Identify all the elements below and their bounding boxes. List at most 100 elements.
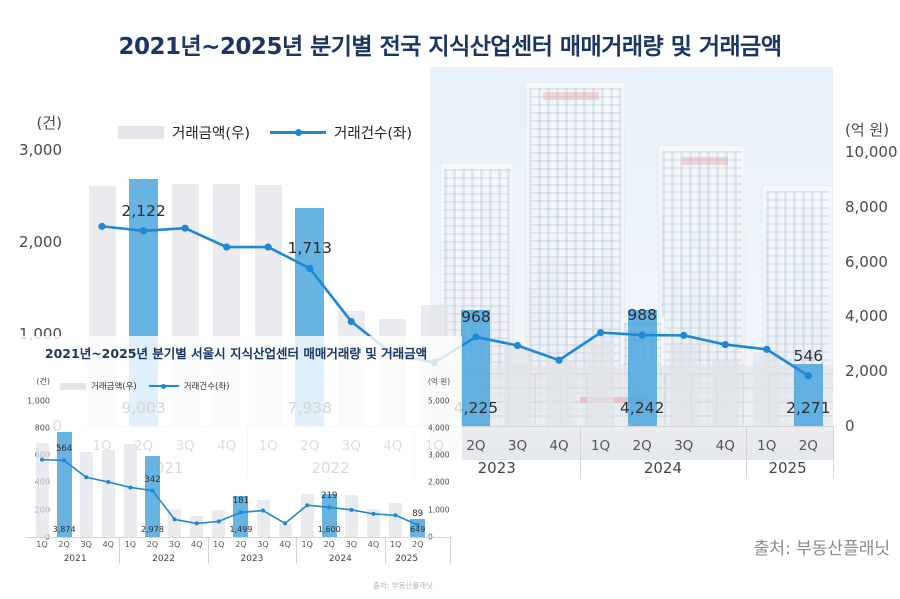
year-label: 2025 xyxy=(768,459,807,477)
bar-value-label: 649 xyxy=(410,525,426,534)
y-axis-left-title: (건) xyxy=(36,377,50,386)
line-swatch xyxy=(270,126,327,139)
line-value-label: 968 xyxy=(461,307,491,326)
x-axis-tick: 1Q xyxy=(757,438,777,454)
count-point xyxy=(721,340,729,349)
x-axis-tick: 2Q xyxy=(323,540,335,549)
x-axis-tick: 2Q xyxy=(58,540,70,549)
source-note: 출처: 부동산플래닛 xyxy=(753,539,890,559)
legend-item-count: 거래건수(좌) xyxy=(270,122,412,143)
bar xyxy=(101,450,115,537)
x-axis-tick: 3Q xyxy=(507,438,528,454)
line-swatch xyxy=(148,383,179,390)
y-axis-right-tick: 6,000 xyxy=(845,252,888,271)
legend-label-count: 거래건수(좌) xyxy=(334,126,413,142)
y-axis-right-tick: 2,000 xyxy=(845,362,888,381)
bar-value-label: 1,499 xyxy=(229,525,253,534)
line-value-label: 219 xyxy=(321,491,338,502)
bar-value-label: 3,874 xyxy=(52,525,76,534)
bar-swatch xyxy=(118,126,164,139)
rooftop-sign xyxy=(543,92,599,100)
bar xyxy=(545,359,573,426)
axis-end-cap xyxy=(450,537,451,564)
legend-label-amount: 거래금액(우) xyxy=(172,126,251,142)
legend-item-count: 거래건수(좌) xyxy=(148,380,230,392)
y-axis-right-tick: 3,000 xyxy=(428,450,450,460)
inset-title: 2021년~2025년 분기별 서울시 지식산업센터 매매거래량 및 거래금액 xyxy=(44,346,428,361)
bar xyxy=(278,523,292,537)
x-axis-tick: 1Q xyxy=(301,540,313,549)
bar-value-label: 1,600 xyxy=(317,525,341,534)
bar xyxy=(35,442,49,537)
line-value-label: 546 xyxy=(793,346,824,365)
y-axis-right-tick: 0 xyxy=(845,417,855,435)
year-separator xyxy=(384,537,386,564)
y-axis-right-tick: 10,000 xyxy=(845,143,898,161)
x-axis-tick: 1Q xyxy=(36,540,48,549)
line-value-label: 2,122 xyxy=(121,201,166,220)
x-axis-tick: 3Q xyxy=(674,438,694,454)
year-separator xyxy=(746,426,748,478)
y-axis-right-tick: 8,000 xyxy=(845,197,888,216)
x-axis-tick: 1Q xyxy=(213,540,225,549)
y-axis-left-tick: 800 xyxy=(34,423,50,433)
count-point xyxy=(680,331,688,339)
legend-label-count: 거래건수(좌) xyxy=(183,382,230,392)
inset-legend: 거래금액(우) 거래건수(좌) xyxy=(60,380,229,392)
bar xyxy=(123,443,137,537)
legend: 거래금액(우) 거래건수(좌) xyxy=(118,122,412,143)
line-value-label: 342 xyxy=(144,474,161,485)
x-axis-line xyxy=(26,537,450,538)
x-axis-tick: 1Q xyxy=(590,438,611,454)
line-value-label: 181 xyxy=(232,496,249,507)
rooftop-sign xyxy=(682,157,728,165)
page-title: 2021년~2025년 분기별 전국 지식산업센터 매매거래량 및 거래금액 xyxy=(118,34,782,60)
x-axis-tick: 4Q xyxy=(190,540,203,549)
bar-value-label: 2,978 xyxy=(141,525,164,534)
x-axis-tick: 4Q xyxy=(549,438,569,454)
y-axis-left-tick: 3,000 xyxy=(19,141,62,159)
year-label: 2023 xyxy=(477,459,516,477)
x-axis-tick: 1Q xyxy=(124,540,137,549)
seoul-inset-chart: 2021년~2025년 분기별 서울시 지식산업센터 매매거래량 및 거래금액 … xyxy=(10,336,462,578)
year-separator xyxy=(207,537,209,564)
y-axis-right-tick: 4,000 xyxy=(845,307,888,326)
y-axis-right-tick: 0 xyxy=(428,532,433,541)
bar xyxy=(711,359,739,426)
x-axis-tick: 2Q xyxy=(632,438,652,454)
y-axis-left-tick: 2,000 xyxy=(19,233,62,251)
count-point xyxy=(597,329,605,337)
y-axis-right-title: (억 원) xyxy=(845,121,890,139)
bar-value-label: 2,271 xyxy=(786,399,831,417)
x-axis-tick: 2Q xyxy=(146,540,159,549)
x-axis-tick: 2Q xyxy=(235,540,247,549)
x-axis-tick: 2Q xyxy=(411,540,424,549)
year-label: 2022 xyxy=(152,554,175,564)
line-value-label: 988 xyxy=(627,306,657,325)
year-separator xyxy=(579,426,581,478)
legend-item-amount: 거래금액(우) xyxy=(118,122,250,143)
x-axis-tick: 3Q xyxy=(80,540,92,549)
x-axis-tick: 4Q xyxy=(367,540,380,549)
x-axis-tick: 4Q xyxy=(102,540,114,549)
x-axis-tick: 3Q xyxy=(345,540,358,549)
bar-value-label: 4,242 xyxy=(619,399,665,417)
year-separator xyxy=(119,537,121,564)
x-axis-tick: 4Q xyxy=(715,438,735,454)
y-axis-right-title: (억 원) xyxy=(428,377,451,386)
line-value-label: 89 xyxy=(412,508,424,519)
x-axis-tick: 2Q xyxy=(466,438,486,454)
bar-swatch xyxy=(60,382,86,390)
x-axis-tick: 4Q xyxy=(279,540,291,549)
axis-end-cap xyxy=(833,426,834,478)
bar-value-label: 4,225 xyxy=(453,399,499,417)
legend-label-amount: 거래금액(우) xyxy=(91,382,137,392)
inset-source-note: 출처: 부동산플래닛 xyxy=(372,581,434,590)
year-label: 2021 xyxy=(63,554,87,564)
year-separator xyxy=(296,537,298,564)
y-axis-right-tick: 2,000 xyxy=(428,477,450,487)
y-axis-right-tick: 4,000 xyxy=(428,423,450,433)
x-axis-tick: 3Q xyxy=(168,540,181,549)
x-axis-tick: 2Q xyxy=(798,438,818,454)
